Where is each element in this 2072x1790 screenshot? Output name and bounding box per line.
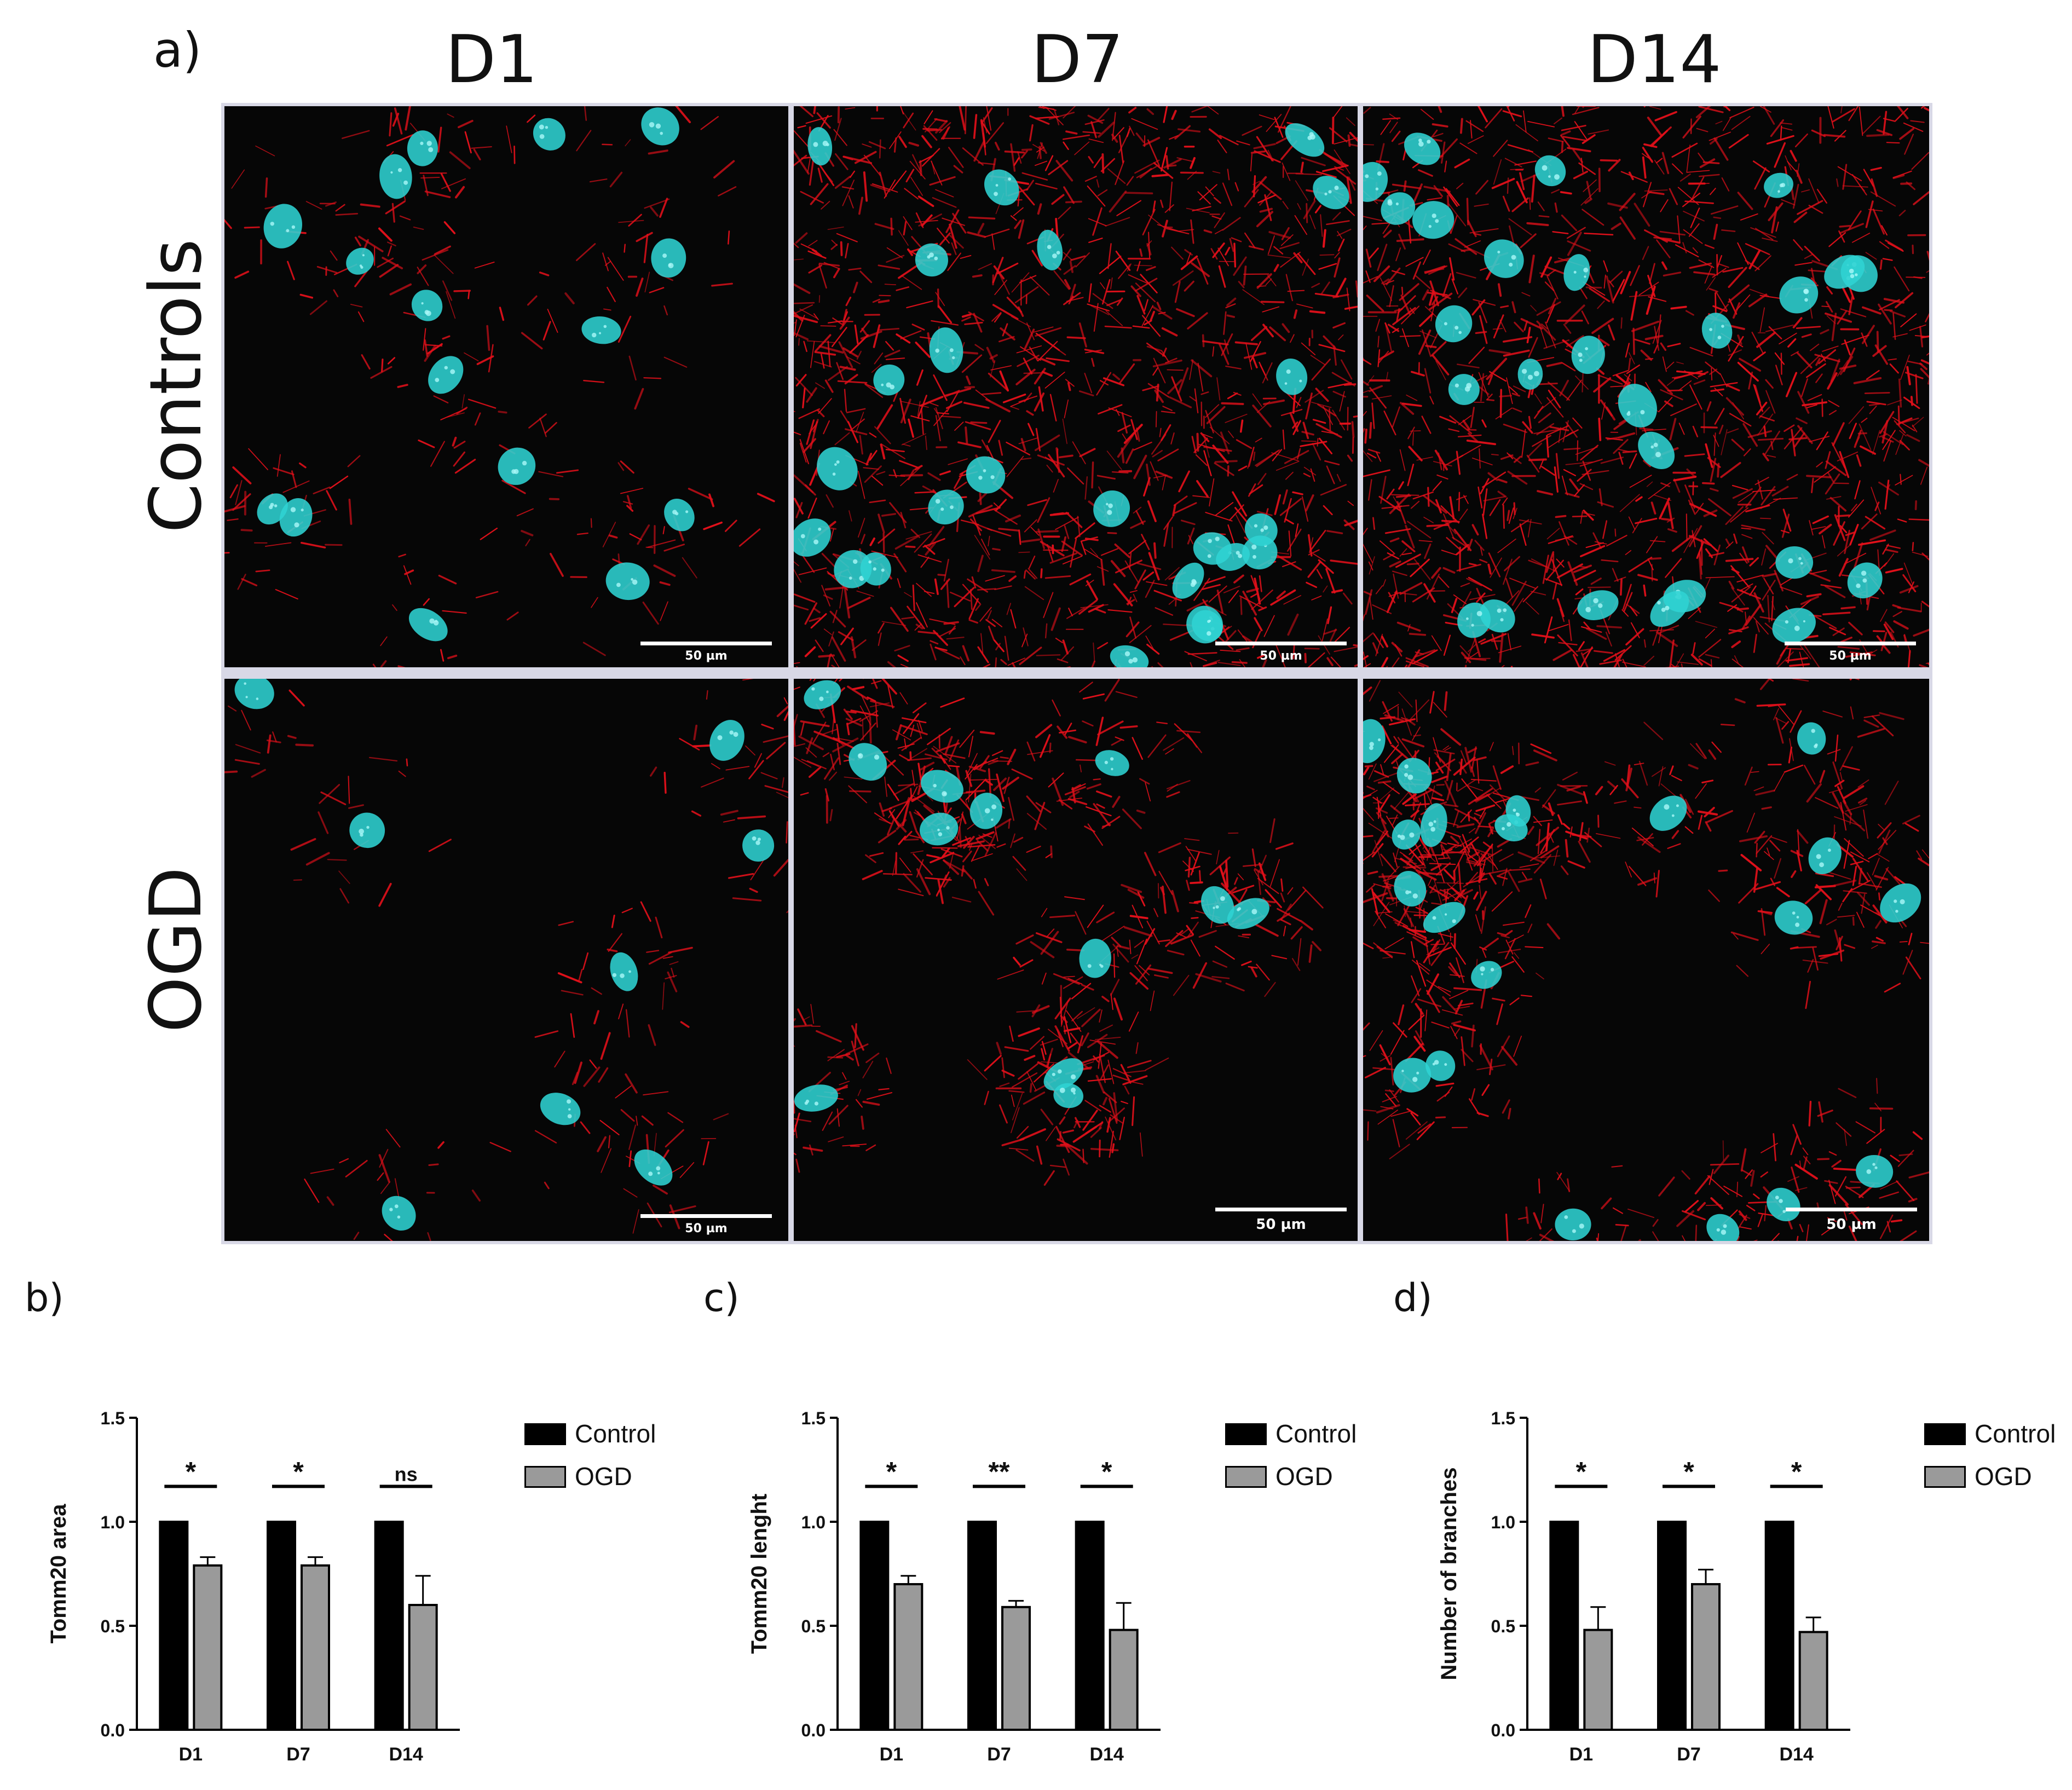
bar-control — [1764, 1521, 1794, 1731]
x-tick-label: D14 — [389, 1744, 423, 1765]
y-tick-label: 1.0 — [101, 1512, 125, 1532]
panel-c-letter: c) — [703, 1275, 740, 1320]
legend-label-ogd: OGD — [1975, 1462, 2032, 1491]
bar-ogd — [1691, 1583, 1721, 1731]
y-axis-label: Tomm20 area — [47, 1504, 71, 1644]
significance-label: * — [1683, 1456, 1694, 1487]
x-tick-label: D1 — [179, 1744, 203, 1765]
legend-label-control: Control — [575, 1419, 656, 1448]
micrograph-texture — [224, 106, 788, 667]
column-label-d1: D1 — [445, 22, 538, 98]
x-tick-label: D1 — [880, 1744, 903, 1765]
scale-bar — [1215, 1208, 1347, 1211]
significance-label: ** — [989, 1456, 1010, 1487]
panel-d-letter: d) — [1393, 1275, 1433, 1320]
significance-label: * — [293, 1456, 304, 1487]
bar-control — [1657, 1521, 1687, 1731]
panel-b-letter: b) — [25, 1275, 64, 1320]
bar-control — [859, 1521, 890, 1731]
significance-label: * — [886, 1456, 897, 1487]
y-tick-label: 0.0 — [801, 1720, 826, 1740]
micrograph-texture — [1363, 106, 1929, 667]
legend-swatch-control — [1225, 1423, 1267, 1445]
bar-ogd — [1583, 1629, 1613, 1731]
scale-bar-label: 50 µm — [1260, 649, 1302, 663]
micrograph-ogd-d7 — [794, 679, 1358, 1241]
bar-control — [1075, 1521, 1105, 1731]
bar-control — [967, 1521, 997, 1731]
micrograph-ogd-d14 — [1363, 679, 1929, 1241]
chart-number-of-branches: Number of branches 0.0 0.5 1.0 1.5 * D1 * D7 * D14 — [1423, 1390, 1861, 1785]
micrograph-texture — [794, 679, 1358, 1241]
significance-label: * — [186, 1456, 197, 1487]
bar-control — [1549, 1521, 1579, 1731]
scale-bar-label: 50 µm — [685, 1222, 728, 1235]
legend-swatch-control — [524, 1423, 566, 1445]
micrograph-texture — [224, 679, 788, 1241]
y-tick-label: 1.5 — [1491, 1408, 1515, 1428]
row-label-controls: Controls — [134, 239, 217, 533]
scale-bar — [1785, 642, 1916, 645]
bar-ogd — [301, 1564, 330, 1731]
y-tick-label: 1.5 — [101, 1408, 125, 1428]
y-tick-label: 0.5 — [1491, 1616, 1515, 1636]
legend-swatch-control — [1924, 1423, 1966, 1445]
bar-control — [159, 1521, 189, 1731]
bar-ogd — [1001, 1606, 1031, 1731]
bar-ogd — [1109, 1629, 1139, 1731]
x-tick-label: D7 — [1677, 1744, 1700, 1765]
bar-control — [267, 1521, 296, 1731]
micrograph-controls-d14 — [1363, 106, 1929, 667]
micrograph-controls-d1 — [224, 106, 788, 667]
y-axis-label: Tomm20 lenght — [747, 1494, 771, 1654]
y-tick-label: 0.0 — [1491, 1720, 1515, 1740]
x-tick-label: D7 — [987, 1744, 1011, 1765]
chart-tomm20-length: Tomm20 lenght 0.0 0.5 1.0 1.5 * D1 ** D7 * D14 — [734, 1390, 1171, 1785]
bar-ogd — [408, 1604, 438, 1731]
legend-swatch-ogd — [1924, 1466, 1966, 1488]
panel-a-letter: a) — [153, 22, 202, 78]
x-tick-label: D1 — [1569, 1744, 1593, 1765]
significance-label: ns — [395, 1463, 418, 1485]
bar-control — [374, 1521, 404, 1731]
scale-bar — [1215, 642, 1347, 645]
significance-label: * — [1576, 1456, 1587, 1487]
micrograph-ogd-d1 — [224, 679, 788, 1241]
legend-label-ogd: OGD — [1275, 1462, 1333, 1491]
y-tick-label: 0.5 — [801, 1616, 826, 1636]
scale-bar — [640, 1214, 772, 1218]
column-label-d7: D7 — [1031, 22, 1124, 98]
micrograph-controls-d7 — [794, 106, 1358, 667]
x-tick-label: D14 — [1089, 1744, 1123, 1765]
legend-swatch-ogd — [524, 1466, 566, 1488]
legend-label-control: Control — [1975, 1419, 2056, 1448]
bar-ogd — [1798, 1631, 1828, 1731]
significance-label: * — [1101, 1456, 1112, 1487]
y-tick-label: 1.0 — [801, 1512, 826, 1532]
y-tick-label: 1.0 — [1491, 1512, 1515, 1532]
y-tick-label: 1.5 — [801, 1408, 826, 1428]
scale-bar-label: 50 µm — [1256, 1216, 1306, 1233]
y-tick-label: 0.0 — [101, 1720, 125, 1740]
scale-bar — [1786, 1208, 1917, 1211]
y-tick-label: 0.5 — [101, 1616, 125, 1636]
row-label-ogd: OGD — [134, 867, 217, 1033]
scale-bar-label: 50 µm — [1829, 649, 1872, 663]
x-tick-label: D14 — [1779, 1744, 1813, 1765]
micrograph-texture — [1363, 679, 1929, 1241]
scale-bar-label: 50 µm — [1826, 1216, 1877, 1233]
bar-ogd — [193, 1564, 223, 1731]
x-tick-label: D7 — [286, 1744, 310, 1765]
y-axis-label: Number of branches — [1437, 1468, 1461, 1681]
legend-label-ogd: OGD — [575, 1462, 632, 1491]
bar-ogd — [893, 1583, 924, 1731]
micrograph-texture — [794, 106, 1358, 667]
legend-swatch-ogd — [1225, 1466, 1267, 1488]
column-label-d14: D14 — [1587, 22, 1722, 98]
significance-label: * — [1791, 1456, 1802, 1487]
chart-tomm20-area: Tomm20 area 0.0 0.5 1.0 1.5 * D1 * D7 ns D14 — [33, 1390, 471, 1785]
scale-bar — [640, 642, 772, 645]
scale-bar-label: 50 µm — [685, 649, 728, 663]
legend-label-control: Control — [1275, 1419, 1357, 1448]
